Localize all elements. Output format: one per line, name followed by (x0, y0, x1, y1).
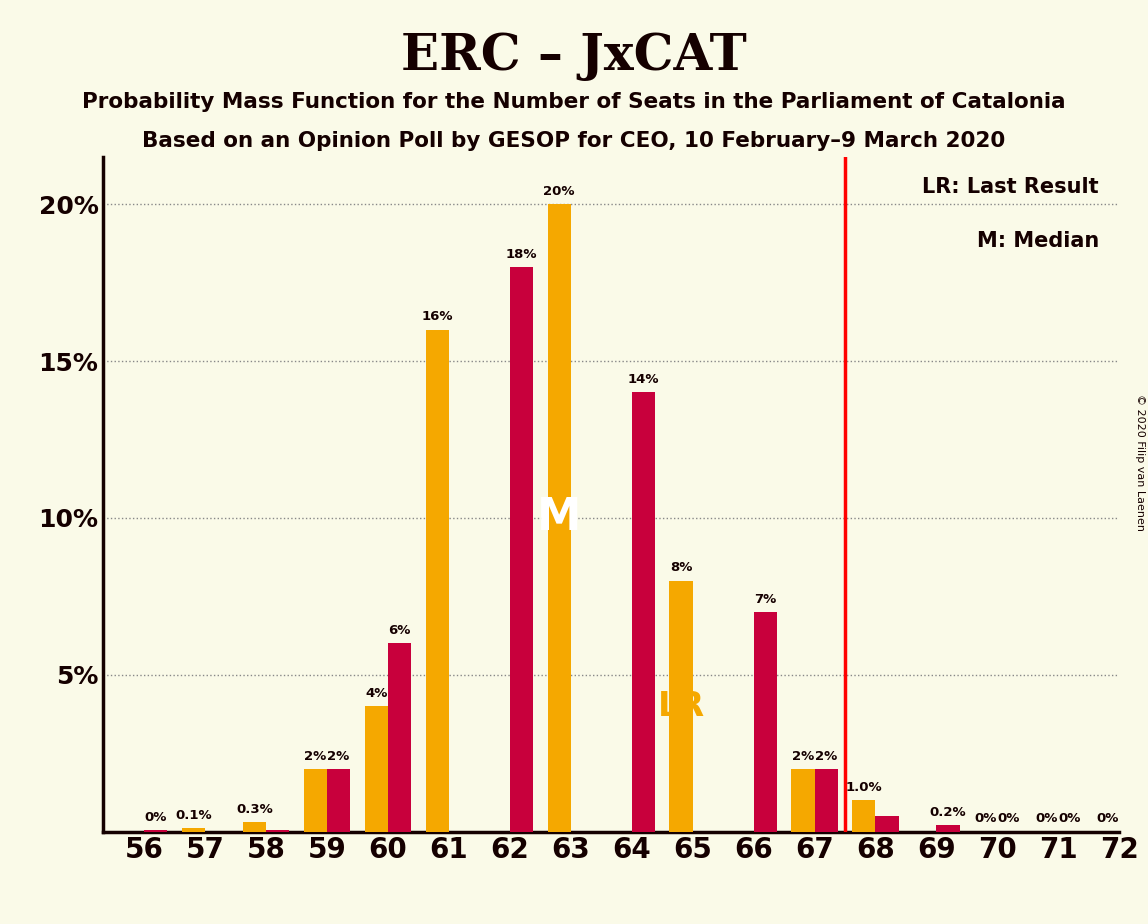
Text: 2%: 2% (815, 749, 837, 762)
Text: 20%: 20% (543, 185, 575, 198)
Text: 2%: 2% (792, 749, 814, 762)
Text: M: M (537, 496, 581, 540)
Text: 0.2%: 0.2% (930, 806, 967, 819)
Bar (815, 769, 838, 832)
Text: 14%: 14% (628, 373, 659, 386)
Text: 0%: 0% (1096, 812, 1119, 825)
Bar (548, 204, 571, 832)
Bar (388, 643, 411, 832)
Bar (266, 830, 289, 832)
Text: Based on an Opinion Poll by GESOP for CEO, 10 February–9 March 2020: Based on an Opinion Poll by GESOP for CE… (142, 131, 1006, 152)
Text: 2%: 2% (304, 749, 326, 762)
Text: LR: Last Result: LR: Last Result (922, 177, 1099, 198)
Text: 0%: 0% (1058, 812, 1081, 825)
Bar (327, 769, 350, 832)
Bar (510, 267, 533, 832)
Text: Probability Mass Function for the Number of Seats in the Parliament of Catalonia: Probability Mass Function for the Number… (83, 92, 1065, 113)
Bar (145, 830, 168, 832)
Bar (631, 393, 654, 832)
Bar (937, 825, 960, 832)
Text: 1.0%: 1.0% (846, 781, 882, 794)
Bar (426, 330, 449, 832)
Text: ERC – JxCAT: ERC – JxCAT (401, 32, 747, 81)
Text: LR: LR (658, 689, 705, 723)
Text: 0%: 0% (145, 810, 166, 824)
Bar (791, 769, 815, 832)
Text: 6%: 6% (388, 624, 411, 637)
Text: 0.3%: 0.3% (236, 803, 273, 816)
Bar (365, 706, 388, 832)
Text: 0.1%: 0.1% (176, 809, 211, 822)
Text: © 2020 Filip van Laenen: © 2020 Filip van Laenen (1134, 394, 1145, 530)
Text: 16%: 16% (421, 310, 453, 323)
Bar (753, 612, 777, 832)
Text: 7%: 7% (754, 592, 776, 606)
Bar (243, 822, 266, 832)
Text: 8%: 8% (670, 562, 692, 575)
Text: 2%: 2% (327, 749, 350, 762)
Text: 0%: 0% (1035, 812, 1058, 825)
Text: 0%: 0% (998, 812, 1021, 825)
Text: 4%: 4% (365, 687, 388, 699)
Text: M: Median: M: Median (977, 231, 1099, 251)
Bar (669, 580, 692, 832)
Text: 18%: 18% (505, 248, 537, 261)
Bar (181, 829, 205, 832)
Bar (876, 816, 899, 832)
Text: 0%: 0% (975, 812, 996, 825)
Bar (852, 800, 876, 832)
Bar (304, 769, 327, 832)
